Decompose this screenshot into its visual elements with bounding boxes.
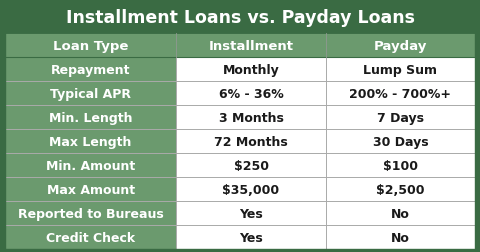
Bar: [5, 226, 177, 249]
Text: 7 Days: 7 Days: [377, 111, 424, 124]
Text: 6% - 36%: 6% - 36%: [219, 87, 283, 100]
Text: $250: $250: [234, 159, 268, 172]
Bar: [5, 3, 475, 34]
Bar: [325, 178, 475, 202]
Bar: [5, 130, 177, 154]
Text: 3 Months: 3 Months: [218, 111, 284, 124]
Bar: [5, 154, 177, 178]
Text: $100: $100: [383, 159, 418, 172]
Bar: [325, 34, 475, 58]
Bar: [177, 34, 325, 58]
Text: $35,000: $35,000: [223, 183, 280, 196]
Bar: [325, 58, 475, 82]
Text: No: No: [391, 231, 410, 244]
Bar: [5, 82, 177, 106]
Text: 30 Days: 30 Days: [372, 135, 428, 148]
Text: Monthly: Monthly: [223, 64, 279, 76]
Bar: [325, 82, 475, 106]
Text: No: No: [391, 207, 410, 220]
Bar: [5, 106, 177, 130]
Text: Typical APR: Typical APR: [50, 87, 131, 100]
Bar: [5, 178, 177, 202]
Text: Credit Check: Credit Check: [46, 231, 135, 244]
Text: Yes: Yes: [239, 207, 263, 220]
Text: $2,500: $2,500: [376, 183, 425, 196]
Bar: [325, 106, 475, 130]
Text: Min. Length: Min. Length: [49, 111, 132, 124]
Bar: [177, 202, 325, 226]
Bar: [177, 82, 325, 106]
Bar: [5, 58, 177, 82]
Bar: [177, 226, 325, 249]
Bar: [325, 130, 475, 154]
Text: Max Amount: Max Amount: [47, 183, 135, 196]
Text: Max Length: Max Length: [49, 135, 132, 148]
Bar: [177, 178, 325, 202]
Bar: [325, 154, 475, 178]
Text: Lump Sum: Lump Sum: [363, 64, 437, 76]
Bar: [177, 154, 325, 178]
Bar: [177, 130, 325, 154]
Text: Payday: Payday: [374, 40, 427, 52]
Bar: [325, 226, 475, 249]
Bar: [5, 202, 177, 226]
Text: Reported to Bureaus: Reported to Bureaus: [18, 207, 164, 220]
Text: Repayment: Repayment: [51, 64, 131, 76]
Text: 200% - 700%+: 200% - 700%+: [349, 87, 451, 100]
Text: Loan Type: Loan Type: [53, 40, 128, 52]
Text: Min. Amount: Min. Amount: [46, 159, 135, 172]
Bar: [177, 58, 325, 82]
Bar: [325, 202, 475, 226]
Text: Installment Loans vs. Payday Loans: Installment Loans vs. Payday Loans: [65, 9, 415, 27]
Bar: [5, 34, 177, 58]
Text: Yes: Yes: [239, 231, 263, 244]
Text: Installment: Installment: [208, 40, 294, 52]
Bar: [177, 106, 325, 130]
Text: 72 Months: 72 Months: [214, 135, 288, 148]
